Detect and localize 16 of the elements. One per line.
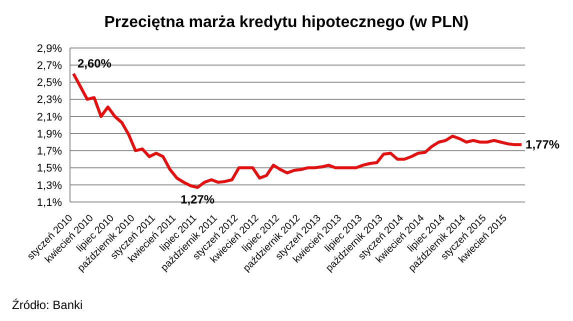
y-tick-label: 1,9%	[36, 128, 62, 140]
y-tick-label: 1,7%	[36, 146, 62, 158]
y-tick-label: 2,1%	[36, 111, 62, 124]
chart-title: Przeciętna marża kredytu hipotecznego (w PLN)	[103, 13, 470, 33]
y-tick-label: 1,5%	[36, 162, 62, 175]
y-tick-label: 2,9%	[36, 42, 62, 55]
data-label: 1,77%	[526, 138, 560, 152]
y-tick-label: 1,1%	[36, 196, 62, 209]
data-label: 2,60%	[77, 56, 112, 71]
y-tick-label: 1,3%	[36, 180, 62, 192]
data-label: 1,27%	[180, 192, 215, 206]
line-series	[72, 72, 524, 189]
y-tick-label: 2,3%	[36, 94, 62, 106]
text: Źródło: Banki	[11, 298, 84, 312]
y-tick-label: 2,5%	[36, 77, 62, 90]
y-tick-label: 2,7%	[36, 60, 62, 72]
